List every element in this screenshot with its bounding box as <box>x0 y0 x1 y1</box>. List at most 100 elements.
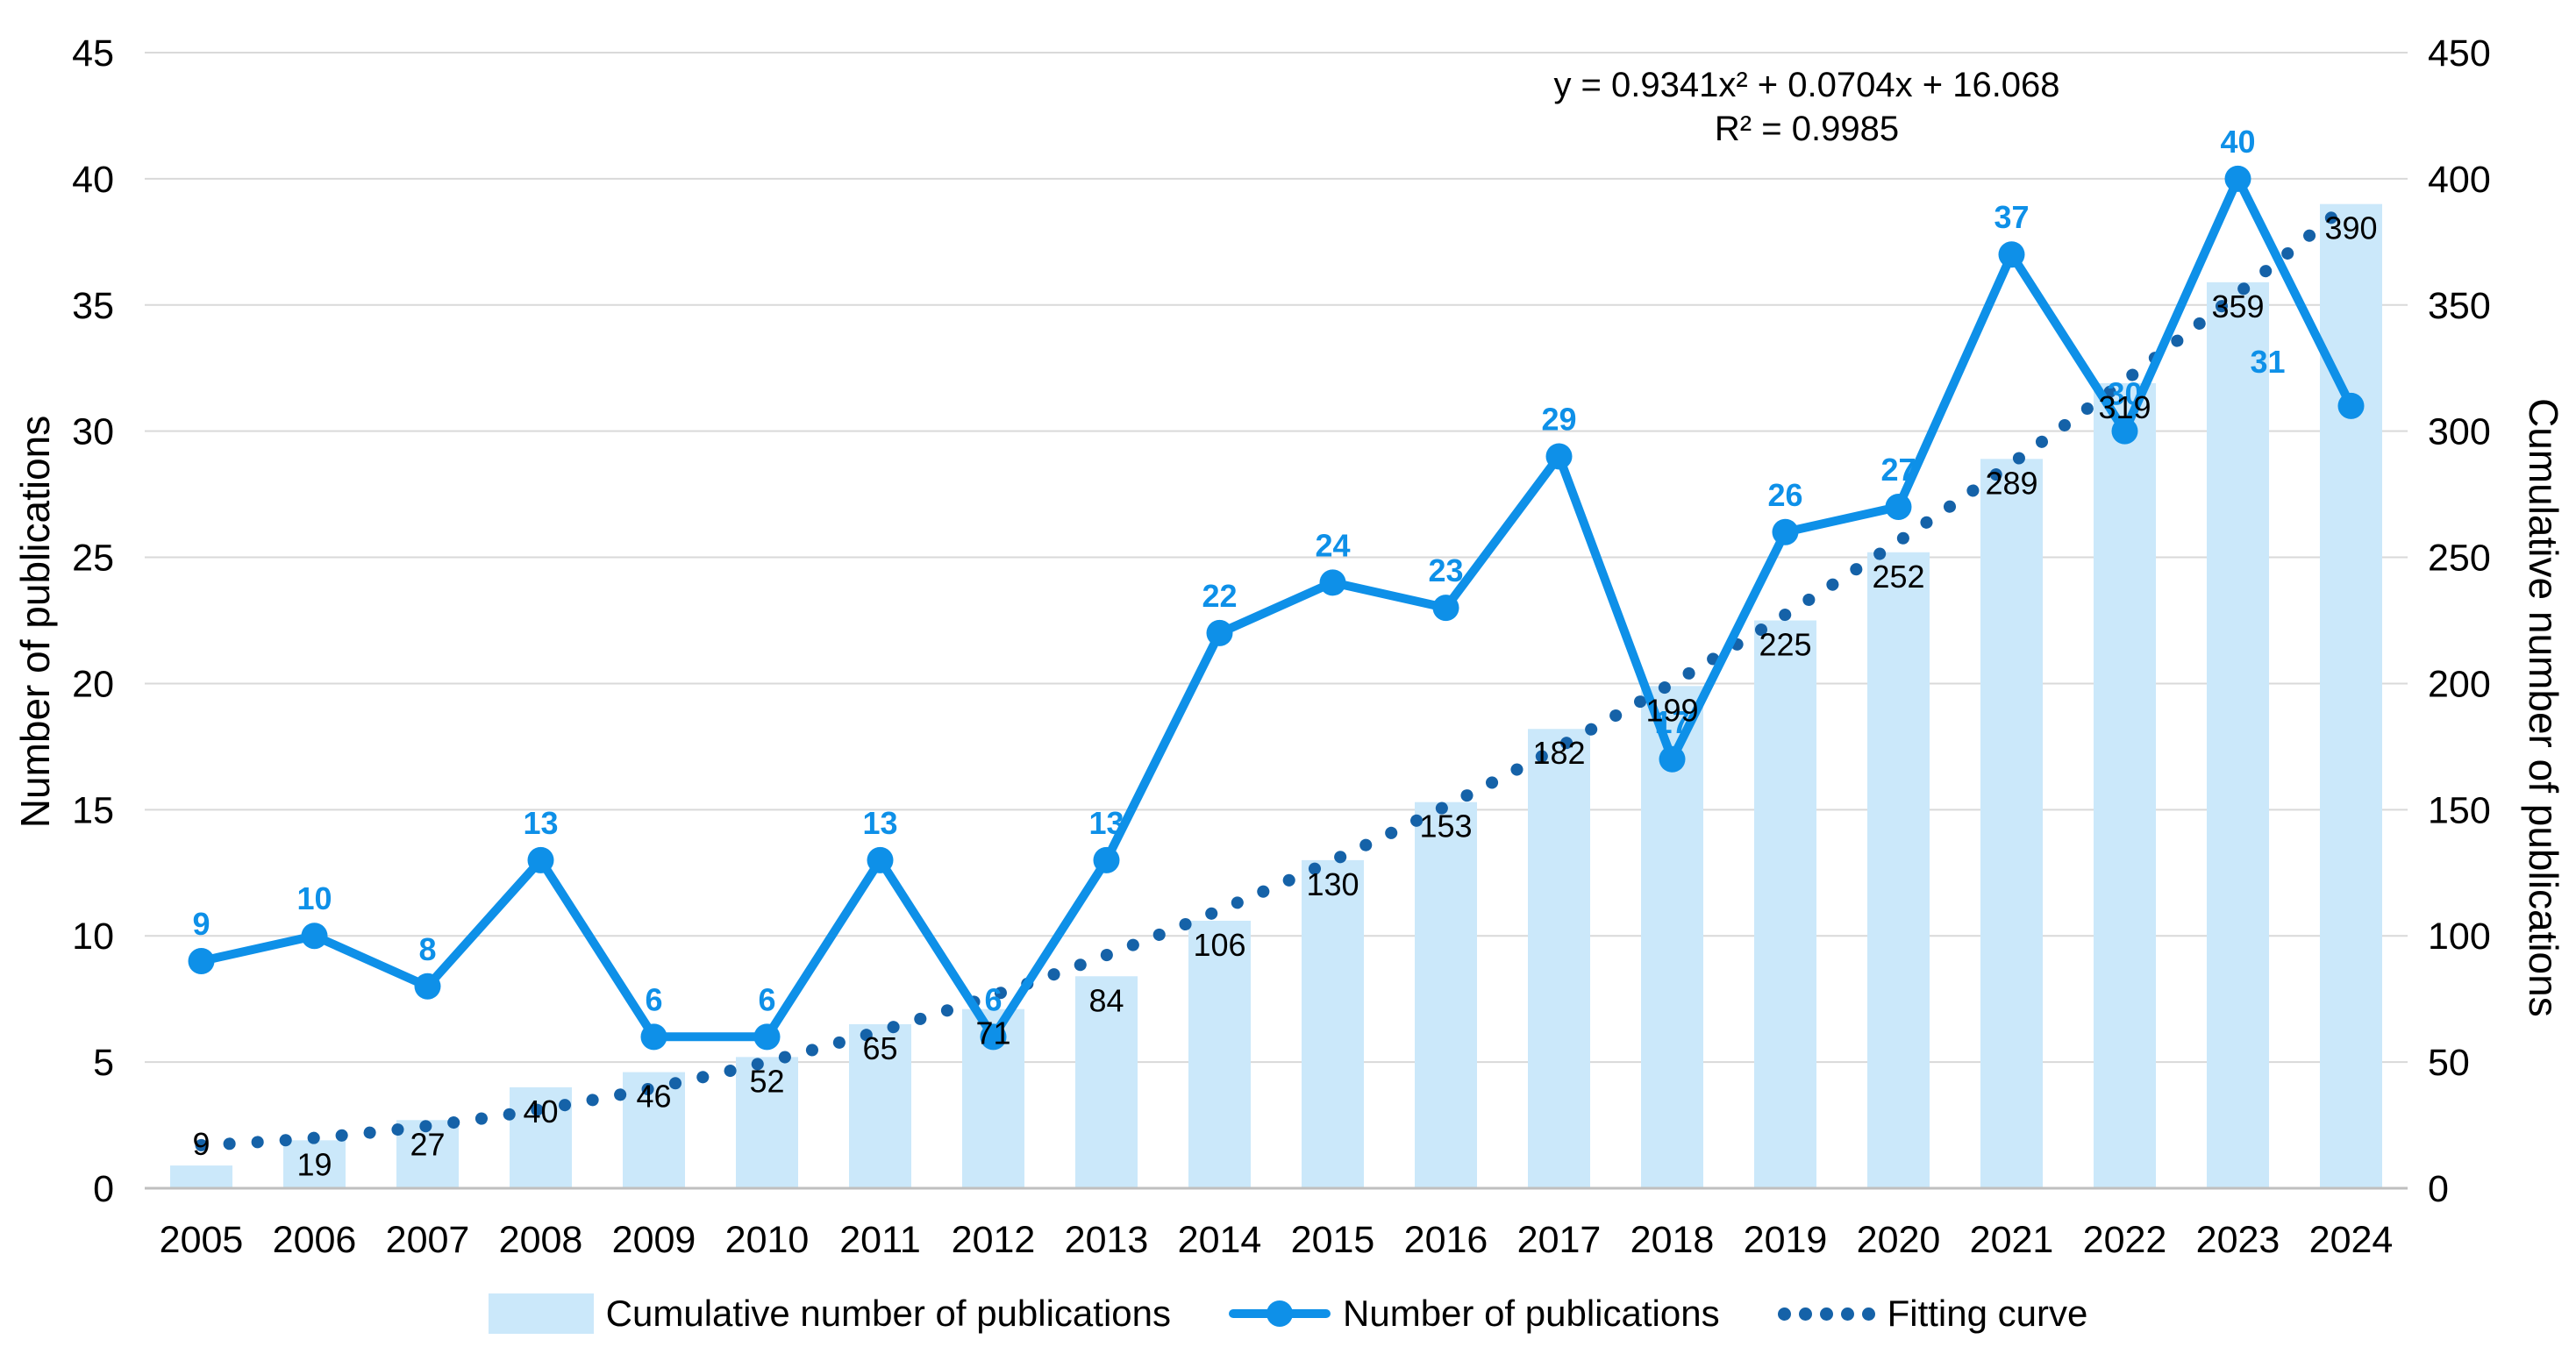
year-label-2015: 2015 <box>1291 1219 1375 1261</box>
line-label-2008: 13 <box>523 805 558 841</box>
line-point-2008 <box>527 846 554 873</box>
bar-2005 <box>170 1165 232 1188</box>
line-label-2018: 17 <box>1654 704 1689 740</box>
line-label-2013: 13 <box>1088 805 1124 841</box>
line-point-2005 <box>188 948 215 974</box>
bar-label-2013: 84 <box>1088 982 1124 1018</box>
bar-label-2008: 40 <box>523 1094 558 1129</box>
line-label-2011: 13 <box>862 805 897 841</box>
left-tick-20: 20 <box>72 663 114 705</box>
bar-label-2017: 182 <box>1532 735 1585 771</box>
line-point-2011 <box>867 846 894 873</box>
bar-2006 <box>283 1140 346 1188</box>
publications-line <box>200 174 2355 1042</box>
legend-label-fitting-curve: Fitting curve <box>1887 1293 2088 1334</box>
right-tick-150: 150 <box>2428 789 2491 831</box>
bar-2009 <box>623 1072 685 1188</box>
year-label-2006: 2006 <box>273 1219 357 1261</box>
line-point-2010 <box>753 1023 781 1051</box>
right-tick-450: 450 <box>2428 32 2491 75</box>
right-tick-200: 200 <box>2428 663 2491 705</box>
year-label-2022: 2022 <box>2083 1219 2167 1261</box>
line-point-2007 <box>414 973 441 1000</box>
legend: Cumulative number of publications Number… <box>0 1293 2576 1335</box>
left-tick-10: 10 <box>72 916 114 958</box>
line-point-2022 <box>2111 417 2138 445</box>
line-point-2014 <box>1206 619 1233 646</box>
line-point-2015 <box>1319 569 1346 596</box>
bar-2017 <box>1528 729 1590 1188</box>
legend-label-publications: Number of publications <box>1343 1293 1720 1334</box>
year-label-2009: 2009 <box>612 1219 696 1261</box>
line-label-2006: 10 <box>296 880 332 916</box>
right-axis-title: Cumulative number of publications <box>2521 398 2566 1017</box>
bar-label-2019: 225 <box>1759 627 1811 663</box>
right-tick-50: 50 <box>2428 1042 2470 1084</box>
left-tick-0: 0 <box>93 1168 114 1210</box>
line-label-2005: 9 <box>192 906 210 942</box>
line-label-2017: 29 <box>1541 401 1576 437</box>
line-point-2017 <box>1545 443 1573 470</box>
line-marker-swatch-icon <box>1229 1300 1331 1328</box>
year-label-2014: 2014 <box>1178 1219 1262 1261</box>
line-label-2009: 6 <box>645 981 662 1017</box>
year-label-2011: 2011 <box>839 1219 920 1261</box>
line-label-2015: 24 <box>1315 527 1350 563</box>
year-label-2018: 2018 <box>1631 1219 1715 1261</box>
left-tick-5: 5 <box>93 1042 114 1084</box>
year-label-2020: 2020 <box>1857 1219 1941 1261</box>
trendline-equation: y = 0.9341x² + 0.0704x + 16.068 R² = 0.9… <box>1456 63 2158 151</box>
year-label-2019: 2019 <box>1744 1219 1828 1261</box>
bar-label-2014: 106 <box>1193 927 1245 963</box>
bar-2015 <box>1302 859 1364 1188</box>
bar-label-2015: 130 <box>1306 866 1359 902</box>
bar-label-2011: 65 <box>862 1030 897 1066</box>
left-tick-30: 30 <box>72 411 114 453</box>
left-axis-title: Number of publications <box>12 415 58 829</box>
line-label-2019: 26 <box>1767 477 1802 513</box>
line-label-2020: 27 <box>1880 452 1916 488</box>
bar-label-2018: 199 <box>1645 692 1698 728</box>
line-point-2009 <box>640 1023 667 1051</box>
bar-2011 <box>849 1023 911 1188</box>
bar-2023 <box>2207 281 2269 1188</box>
bar-2014 <box>1188 920 1251 1188</box>
left-tick-40: 40 <box>72 159 114 201</box>
line-label-2021: 37 <box>1994 199 2029 235</box>
year-label-2013: 2013 <box>1065 1219 1149 1261</box>
left-tick-25: 25 <box>72 538 114 580</box>
year-label-2017: 2017 <box>1517 1219 1602 1261</box>
right-tick-100: 100 <box>2428 916 2491 958</box>
line-point-2018 <box>1659 745 1686 773</box>
year-label-2007: 2007 <box>386 1219 470 1261</box>
line-point-2006 <box>301 923 328 950</box>
line-label-2016: 23 <box>1428 552 1463 588</box>
right-tick-350: 350 <box>2428 285 2491 327</box>
bar-2021 <box>1980 459 2043 1188</box>
right-tick-250: 250 <box>2428 538 2491 580</box>
legend-label-cumulative: Cumulative number of publications <box>605 1293 1172 1334</box>
year-label-2010: 2010 <box>725 1219 810 1261</box>
bar-label-2016: 153 <box>1419 809 1472 844</box>
left-tick-35: 35 <box>72 285 114 327</box>
line-point-2019 <box>1772 518 1799 545</box>
line-point-2016 <box>1432 595 1459 622</box>
bar-2020 <box>1867 552 1930 1188</box>
right-tick-400: 400 <box>2428 159 2491 201</box>
right-tick-0: 0 <box>2428 1168 2449 1210</box>
year-label-2023: 2023 <box>2196 1219 2280 1261</box>
r-squared-text: R² = 0.9985 <box>1714 110 1900 148</box>
bar-label-2024: 390 <box>2324 210 2377 246</box>
bar-2019 <box>1754 620 1816 1188</box>
bar-label-2006: 19 <box>296 1146 332 1182</box>
line-label-2024: 31 <box>2250 344 2285 380</box>
left-tick-45: 45 <box>72 32 114 75</box>
bar-label-2005: 9 <box>192 1126 210 1162</box>
legend-item-cumulative: Cumulative number of publications <box>488 1293 1172 1335</box>
right-tick-300: 300 <box>2428 411 2491 453</box>
bar-2010 <box>736 1057 798 1188</box>
bar-label-2009: 46 <box>636 1079 671 1115</box>
year-label-2024: 2024 <box>2309 1219 2394 1261</box>
bar-label-2021: 289 <box>1985 465 2037 501</box>
